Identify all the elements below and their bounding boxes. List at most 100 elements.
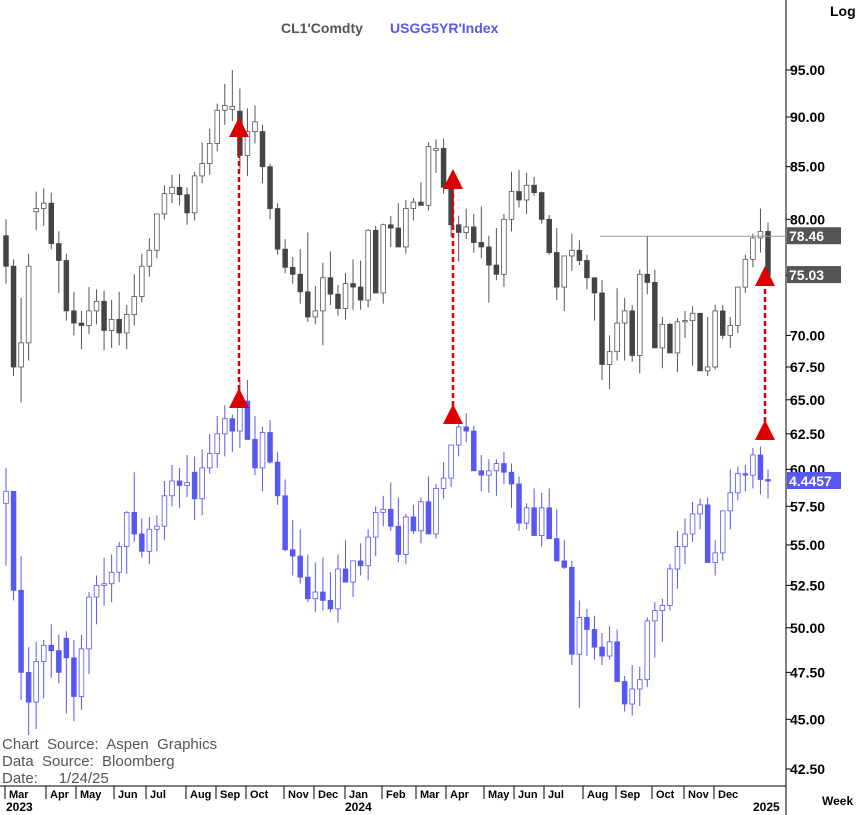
cl-candle: [229, 106, 236, 110]
cl-candle: [440, 148, 447, 188]
x-month-label: Apr: [450, 789, 470, 801]
cl-candle: [297, 273, 303, 293]
cl-candle: [25, 265, 32, 344]
cl-candle: [493, 264, 500, 275]
cl-candle: [176, 186, 183, 196]
x-month-label: Dec: [318, 789, 338, 801]
cl-candle: [719, 310, 726, 336]
cl-candle: [531, 184, 537, 193]
yld-candle: [674, 546, 681, 570]
cl-candle: [606, 351, 613, 365]
x-month-label: Mar: [9, 789, 29, 801]
yld-candle: [448, 444, 454, 479]
cl-candle: [78, 322, 85, 326]
yld-candle: [199, 467, 205, 500]
yld-last-value-bg: [787, 471, 841, 489]
yld-candle: [161, 495, 168, 527]
cl-candle: [3, 235, 9, 267]
x-month-label: Jul: [548, 789, 564, 801]
cl-candle: [742, 258, 749, 288]
yld-candle: [689, 513, 696, 535]
cl-candle: [33, 208, 39, 213]
yld-candle: [342, 568, 349, 583]
yld-candle: [305, 576, 311, 600]
yld-candle: [735, 473, 741, 494]
yld-candle: [652, 610, 658, 622]
cl-candle: [433, 148, 439, 151]
cl-candle: [689, 312, 696, 322]
yld-candles: [3, 379, 771, 735]
cl-candle: [214, 109, 220, 144]
cl-last-value: 78.46: [789, 228, 824, 244]
yld-candle: [86, 596, 92, 650]
yld-candle: [455, 426, 462, 446]
x-year-label: 2023: [6, 800, 33, 814]
cl-candle: [516, 191, 522, 201]
cl-candle: [538, 192, 545, 220]
yld-candle: [139, 533, 145, 552]
yld-candle: [237, 400, 243, 432]
x-month-label: Sep: [220, 789, 240, 801]
yld-candle: [267, 432, 273, 463]
yld-candle: [478, 470, 485, 476]
yld-candle: [259, 432, 266, 469]
yld-candle: [727, 492, 734, 512]
yld-candle: [750, 454, 756, 476]
yld-candle: [244, 400, 251, 440]
yld-candle: [63, 637, 70, 659]
cl-candle: [584, 260, 590, 279]
yld-candle: [712, 552, 718, 563]
cl-candle: [508, 191, 515, 220]
cl-candle: [108, 318, 115, 331]
cl-candle: [350, 283, 356, 288]
cl-candle: [56, 243, 62, 261]
cl-candle: [621, 310, 628, 324]
cl-candle: [599, 292, 605, 365]
cl-candle: [320, 277, 326, 312]
x-month-label: Apr: [50, 789, 70, 801]
cl-candle: [86, 310, 92, 326]
cl-candle: [199, 163, 205, 177]
cl-candle: [735, 286, 741, 326]
yld-candle: [757, 454, 764, 480]
cl-candle: [682, 320, 688, 323]
yld-candle: [765, 479, 771, 482]
x-month-label: Nov: [288, 789, 310, 801]
yld-candle: [176, 480, 183, 486]
cl-candle: [757, 230, 764, 239]
yld-candle: [357, 560, 364, 567]
x-month-label: Sep: [620, 789, 640, 801]
yld-candle: [169, 480, 175, 497]
yld-candle: [25, 671, 32, 703]
cl-candle: [659, 323, 666, 349]
x-month-label: May: [488, 789, 510, 801]
cl-candle: [259, 131, 266, 168]
cl-candle: [667, 323, 673, 354]
yld-candle: [561, 560, 568, 568]
legend-yld: USGG5YR'Index: [390, 20, 499, 36]
yld-candle: [40, 644, 47, 662]
cl-candle: [750, 237, 756, 260]
cl-candle: [18, 342, 24, 368]
cl-candle: [206, 143, 213, 164]
x-month-label: Oct: [656, 789, 675, 801]
arrows: [229, 117, 775, 440]
y-tick-label: 50.00: [790, 620, 825, 636]
cl-candle: [637, 273, 643, 356]
yld-candle: [78, 648, 85, 697]
cl-candle: [410, 201, 417, 209]
yld-candle: [388, 508, 394, 527]
yld-candle: [486, 470, 492, 476]
cl-candle: [712, 310, 718, 368]
cl-candle: [380, 224, 386, 294]
cl-candle: [614, 322, 620, 353]
y-tick-label: 95.00: [790, 62, 825, 78]
yld-candle: [123, 511, 130, 547]
yld-candle: [704, 504, 711, 563]
y-tick-label: 85.00: [790, 159, 825, 175]
y-tick-label: 45.00: [790, 711, 825, 727]
cl-candle: [48, 202, 55, 244]
cl-candles: [3, 70, 771, 403]
cl-candle: [704, 366, 711, 372]
cl-candle: [455, 224, 462, 233]
